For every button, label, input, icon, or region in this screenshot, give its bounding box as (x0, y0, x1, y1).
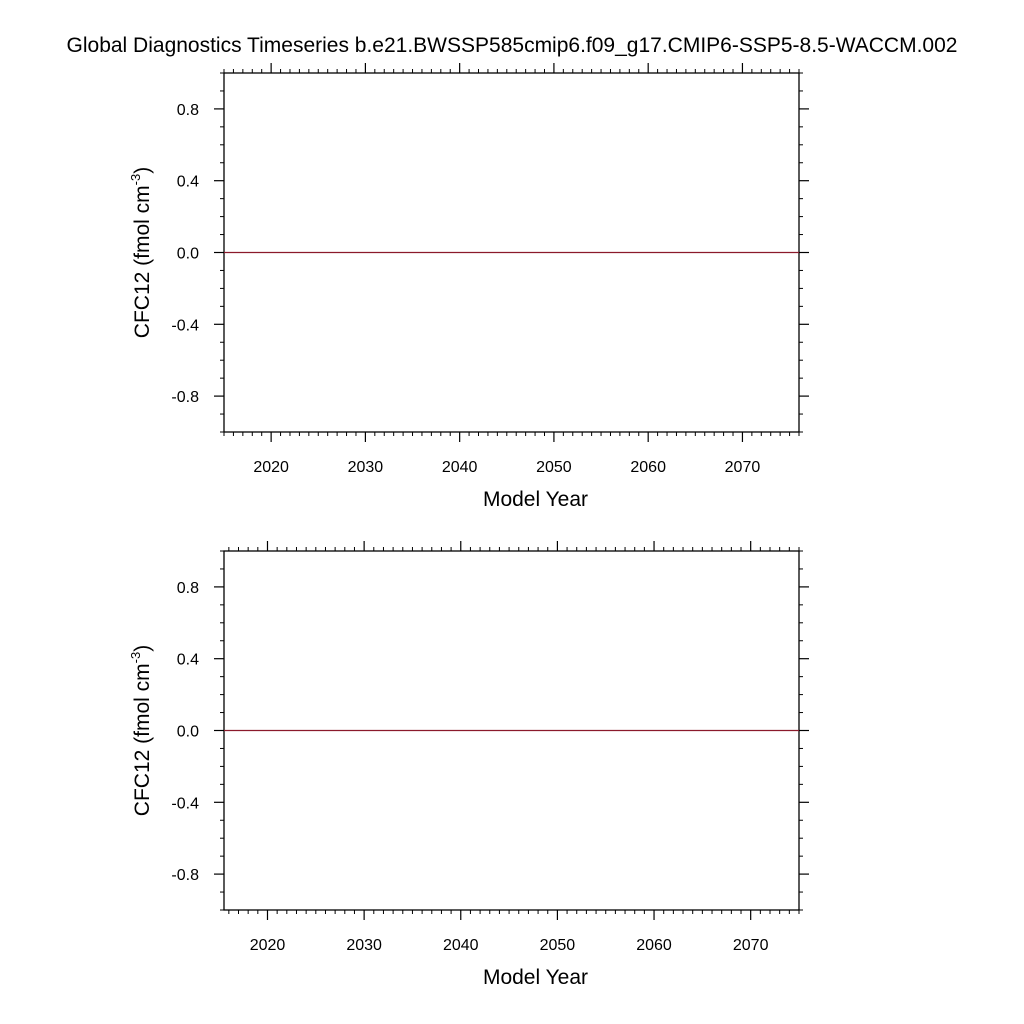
x-axis-title: Model Year (483, 488, 588, 511)
y-axis-title: CFC12 (fmol cm-3) (128, 167, 154, 338)
x-tick-label: 2050 (536, 459, 572, 476)
y-tick-label: 0.4 (177, 652, 199, 669)
y-axis-title-close: ) (131, 167, 154, 174)
x-tick-label: 2030 (348, 459, 384, 476)
y-tick-label: -0.4 (171, 317, 199, 334)
y-tick-label: 0.0 (177, 246, 199, 263)
y-axis-title-close: ) (131, 645, 154, 652)
x-tick-label: 2050 (540, 937, 576, 954)
x-tick-label: 2060 (636, 937, 672, 954)
x-axis-title: Model Year (483, 966, 588, 989)
y-tick-label: -0.8 (171, 867, 199, 884)
x-tick-label: 2020 (253, 459, 289, 476)
y-axis-title-sup: -3 (128, 652, 143, 664)
y-tick-label: 0.8 (177, 102, 199, 119)
y-tick-label: -0.8 (171, 389, 199, 406)
y-axis-title: CFC12 (fmol cm-3) (128, 645, 154, 816)
x-tick-label: 2030 (346, 937, 382, 954)
x-tick-label: 2020 (250, 937, 286, 954)
x-tick-label: 2070 (733, 937, 769, 954)
chart-panel-2: 2020 2030 2040 2050 2060 2070 0.8 0.4 0.0 -0.4 -0.… (128, 541, 809, 989)
x-tick-label: 2040 (443, 937, 479, 954)
x-tick-label: 2040 (442, 459, 478, 476)
chart-panel-1: 2020 2030 2040 2050 2060 2070 0.8 0.4 0.0 -0.4 -0.… (128, 63, 809, 511)
page-title: Global Diagnostics Timeseries b.e21.BWSS… (66, 34, 958, 57)
y-axis-title-main: CFC12 (fmol cm (131, 663, 154, 816)
y-tick-label: 0.0 (177, 724, 199, 741)
y-axis-title-sup: -3 (128, 174, 143, 186)
x-tick-label: 2060 (630, 459, 666, 476)
y-tick-label: 0.8 (177, 580, 199, 597)
y-axis-title-main: CFC12 (fmol cm (131, 185, 154, 338)
x-tick-label: 2070 (725, 459, 761, 476)
y-tick-label: -0.4 (171, 795, 199, 812)
y-tick-label: 0.4 (177, 174, 199, 191)
